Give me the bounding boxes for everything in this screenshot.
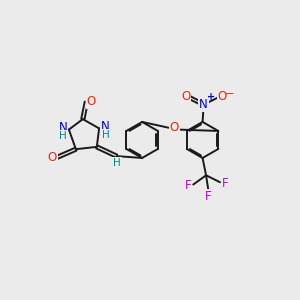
Text: O: O [47, 151, 57, 164]
Text: N: N [59, 122, 68, 134]
Text: H: H [102, 130, 110, 140]
Text: N: N [101, 120, 110, 133]
Text: F: F [185, 179, 191, 192]
Text: O: O [169, 121, 179, 134]
Text: H: H [113, 158, 121, 168]
Text: F: F [205, 190, 211, 202]
Text: O: O [87, 95, 96, 108]
Text: +: + [207, 92, 215, 102]
Text: N: N [200, 98, 208, 111]
Text: O: O [218, 90, 227, 103]
Text: O: O [181, 90, 190, 103]
Text: H: H [58, 131, 66, 141]
Text: −: − [225, 88, 234, 98]
Text: F: F [222, 177, 228, 190]
